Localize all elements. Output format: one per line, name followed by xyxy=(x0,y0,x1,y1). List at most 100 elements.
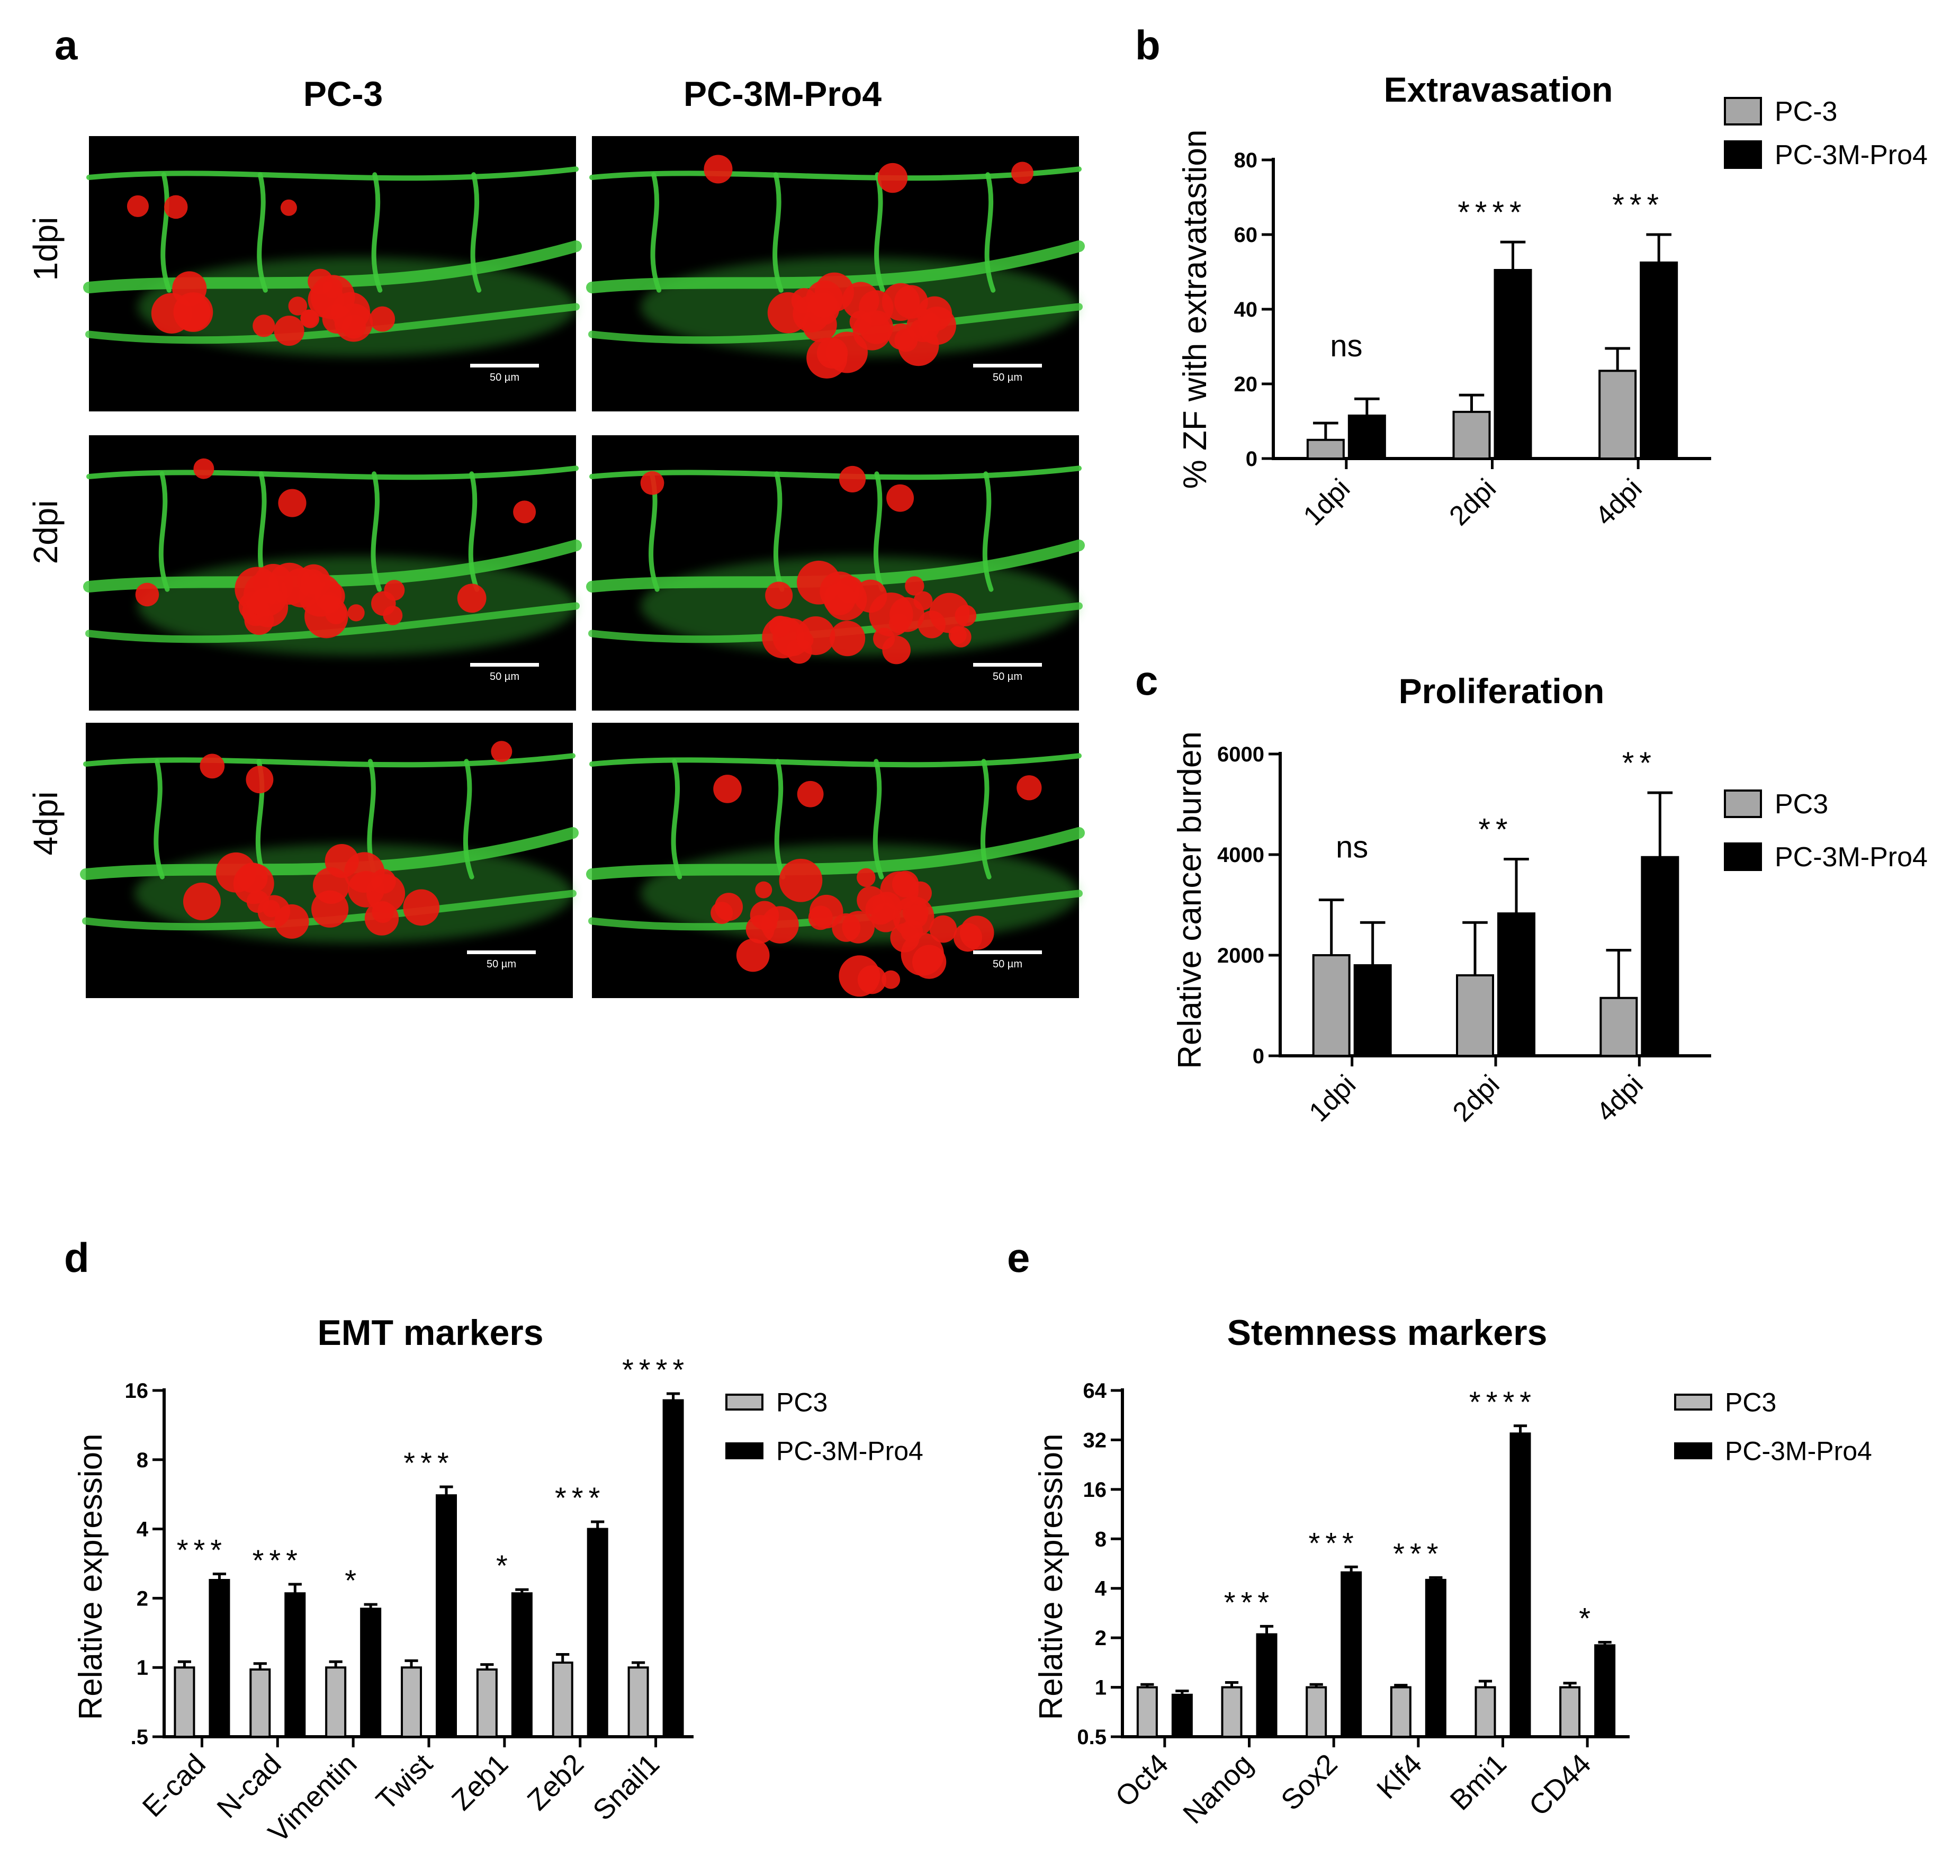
x-tick-label-zeb1: Zeb1 xyxy=(446,1748,514,1816)
y-tick-label: 0 xyxy=(1253,1045,1264,1068)
bar-pc3-zeb2 xyxy=(552,1661,573,1738)
bar-pc3-snail1 xyxy=(627,1666,649,1738)
bar-pc3-4dpi xyxy=(1599,997,1638,1057)
bar-pc-3m-pro4-zeb1 xyxy=(511,1592,533,1738)
tumor-cell xyxy=(955,605,977,627)
legend-label-pc-3m-pro4: PC-3M-Pro4 xyxy=(1725,1437,1872,1466)
significance-cd44: * xyxy=(1579,1601,1596,1635)
y-tick-label: 0 xyxy=(1246,447,1257,471)
tumor-cell xyxy=(950,626,972,648)
x-tick-label-cd44: CD44 xyxy=(1523,1748,1597,1822)
bar-pc3-bmi1 xyxy=(1475,1686,1496,1738)
bar-pc-3-2dpi xyxy=(1452,410,1491,460)
tumor-cell xyxy=(857,868,876,887)
bar-pc-3m-pro4-bmi1 xyxy=(1509,1432,1531,1738)
tumor-cell xyxy=(796,616,835,656)
tumor-cell xyxy=(765,581,793,609)
panel-letter-a: a xyxy=(55,22,78,68)
tumor-cell xyxy=(640,471,664,495)
significance-2dpi: **** xyxy=(1458,195,1526,230)
tumor-cell xyxy=(713,775,742,803)
tumor-cell xyxy=(905,576,924,596)
x-tick-label-1dpi: 1dpi xyxy=(1303,1069,1362,1128)
tumor-cell xyxy=(849,310,873,334)
tumor-cell xyxy=(135,582,159,607)
significance-bmi1: **** xyxy=(1469,1385,1536,1419)
y-tick-label: 2 xyxy=(1095,1627,1107,1650)
x-tick-label-zeb2: Zeb2 xyxy=(522,1748,590,1816)
x-tick-label-bmi1: Bmi1 xyxy=(1444,1748,1513,1816)
y-axis-label: Relative expression xyxy=(73,1433,109,1720)
y-tick-label: 80 xyxy=(1234,149,1258,172)
micrograph-row-label-2dpi: 2dpi xyxy=(26,500,65,564)
tumor-cell xyxy=(257,895,291,928)
tumor-cell xyxy=(872,892,902,921)
tumor-cell xyxy=(1011,161,1033,184)
tumor-cell xyxy=(164,195,188,219)
y-tick-label: 64 xyxy=(1083,1379,1107,1403)
legend-swatch-pc3 xyxy=(725,1394,763,1411)
legend-label-pc3: PC3 xyxy=(1725,1388,1776,1417)
tumor-cells xyxy=(183,741,513,939)
scale-bar: 50 µm xyxy=(973,663,1042,683)
legend-swatch-pc-3m-pro4 xyxy=(725,1442,763,1459)
bar-pc-3m-pro4-snail1 xyxy=(662,1399,684,1738)
panel-letter-b: b xyxy=(1135,22,1161,68)
tumor-cell xyxy=(912,945,947,979)
tumor-cell xyxy=(215,852,256,893)
scale-bar-line xyxy=(973,663,1042,667)
tumor-cell xyxy=(839,465,866,492)
panel-letter-c: c xyxy=(1135,657,1158,704)
legend: PC-3 PC-3M-Pro4 xyxy=(1724,96,1928,170)
bar-pc-3-4dpi xyxy=(1598,370,1637,460)
legend-label-pc3: PC3 xyxy=(776,1388,828,1417)
micrograph-pc3m-pro4-1dpi: 50 µm xyxy=(586,136,1085,411)
significance-twist: *** xyxy=(403,1446,454,1479)
vessel xyxy=(671,759,682,879)
x-tick-label-1dpi: 1dpi xyxy=(1298,473,1356,532)
tumor-cell xyxy=(127,195,149,217)
y-tick-label: 8 xyxy=(1095,1528,1107,1551)
chart-stemness-markers: Stemness markers Relative expression 0.5 1 2… xyxy=(1033,1313,1872,1830)
chart-proliferation: Proliferation Relative cancer burden 0 2000… xyxy=(1172,671,1928,1128)
legend-swatch-pc-3 xyxy=(1724,97,1762,125)
x-tick-label-e-cad: E-cad xyxy=(137,1748,212,1823)
significance-2dpi: ** xyxy=(1478,813,1513,847)
tumor-cell xyxy=(280,199,297,216)
legend: PC3 PC-3M-Pro4 xyxy=(725,1388,923,1466)
tumor-cell xyxy=(244,572,288,617)
bar-pc-3m-pro4-n-cad xyxy=(284,1592,306,1738)
tumor-cell xyxy=(714,893,743,921)
x-tick-label-nanog: Nanog xyxy=(1177,1748,1259,1830)
tumor-cell xyxy=(882,970,901,989)
y-axis-label: % ZF with extravatastion xyxy=(1177,130,1213,489)
y-tick-label: 4 xyxy=(1095,1577,1107,1601)
tumor-cell xyxy=(959,915,994,950)
tumor-cell xyxy=(806,337,848,379)
scale-bar-line xyxy=(470,663,539,667)
tumor-cell xyxy=(839,955,880,997)
scale-bar-label: 50 µm xyxy=(993,958,1022,970)
chart-title: Extravasation xyxy=(1384,70,1613,109)
tumor-cell xyxy=(301,309,320,328)
tumor-cell xyxy=(704,155,733,184)
vessel xyxy=(160,172,172,293)
y-tick-label: 4 xyxy=(137,1518,149,1541)
micrograph-pc3m-pro4-2dpi: 50 µm xyxy=(586,435,1085,711)
tumor-cell xyxy=(372,901,394,923)
significance-nanog: *** xyxy=(1224,1585,1274,1619)
y-tick-label: 16 xyxy=(1083,1478,1107,1502)
tumor-cell xyxy=(809,290,838,318)
scale-bar: 50 µm xyxy=(470,663,539,683)
legend-label-pc3: PC3 xyxy=(1775,789,1828,820)
bar-pc-3m-pro4-zeb2 xyxy=(587,1528,608,1738)
tumor-cell xyxy=(312,867,349,904)
bar-pc-3m-pro4-cd44 xyxy=(1594,1644,1616,1738)
x-tick-label-4dpi: 4dpi xyxy=(1589,473,1648,532)
scale-bar-label: 50 µm xyxy=(490,671,519,683)
significance-n-cad: *** xyxy=(253,1543,303,1577)
x-tick-label-4dpi: 4dpi xyxy=(1590,1069,1649,1128)
scale-bar: 50 µm xyxy=(973,364,1042,383)
y-axis-label: Relative expression xyxy=(1033,1433,1069,1720)
